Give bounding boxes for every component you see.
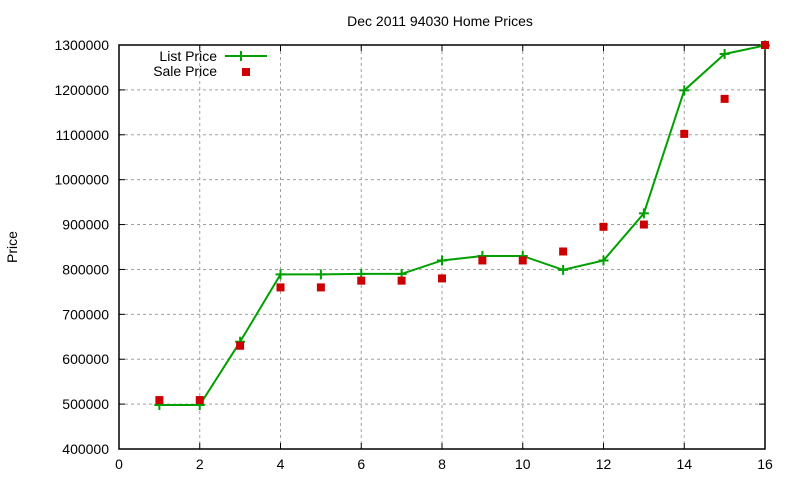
legend-list-price-label: List Price (159, 48, 217, 64)
list-price-point (598, 255, 609, 266)
x-tick-label: 10 (515, 456, 531, 472)
y-axis-ticks: 400000 500000 600000 700000 800000 900000 1000… (54, 37, 765, 457)
y-axis-label: Price (4, 231, 20, 263)
list-price-point (437, 255, 447, 266)
sale-price-point (316, 283, 325, 292)
x-tick-label: 8 (438, 456, 446, 472)
x-axis-ticks: 0 2 4 6 8 10 12 14 16 (115, 45, 773, 472)
list-price-line (159, 44, 766, 407)
x-tick-label: 2 (196, 456, 204, 472)
list-price-point (719, 48, 730, 59)
chart-title: Dec 2011 94030 Home Prices (347, 13, 533, 29)
legend-list-price-line-icon (225, 51, 267, 61)
sale-price-point (276, 283, 285, 292)
sale-price-point (478, 256, 487, 265)
y-tick-label: 1000000 (54, 172, 109, 188)
y-tick-label: 500000 (62, 396, 109, 412)
y-tick-label: 900000 (62, 217, 109, 233)
list-price-point (679, 85, 690, 96)
sale-price-point (639, 220, 648, 229)
sale-price-point (438, 274, 446, 283)
x-tick-label: 16 (757, 456, 773, 472)
sale-price-point (720, 94, 729, 103)
sale-price-point (559, 247, 568, 256)
x-tick-label: 4 (277, 456, 285, 472)
grid-lines (119, 45, 765, 449)
legend: List Price Sale Price (153, 48, 267, 79)
sale-price-point (195, 396, 204, 405)
legend-sale-price-label: Sale Price (153, 63, 217, 79)
y-tick-label: 400000 (62, 441, 109, 457)
x-tick-label: 12 (596, 456, 612, 472)
x-tick-label: 14 (676, 456, 692, 472)
x-tick-label: 0 (115, 456, 123, 472)
sale-price-point (155, 396, 164, 405)
x-tick-label: 6 (357, 456, 365, 472)
y-tick-label: 800000 (62, 261, 109, 277)
sale-price-point (761, 41, 769, 49)
sale-price-point (518, 256, 527, 265)
legend-sale-price-square-icon (242, 68, 250, 76)
y-tick-label: 1300000 (54, 37, 109, 53)
y-tick-label: 1200000 (54, 82, 109, 98)
y-tick-label: 700000 (62, 306, 109, 322)
sale-price-series (155, 41, 769, 405)
list-price-point (638, 208, 649, 219)
sale-price-point (397, 276, 406, 285)
list-price-point (275, 269, 286, 280)
list-price-point (558, 264, 569, 275)
sale-price-point (680, 129, 689, 138)
sale-price-point (357, 276, 366, 285)
list-price-point (315, 269, 326, 280)
y-tick-label: 1100000 (56, 127, 110, 143)
sale-price-point (599, 222, 608, 231)
y-tick-label: 600000 (62, 351, 109, 367)
sale-price-point (236, 341, 245, 350)
list-price-series (154, 40, 770, 411)
